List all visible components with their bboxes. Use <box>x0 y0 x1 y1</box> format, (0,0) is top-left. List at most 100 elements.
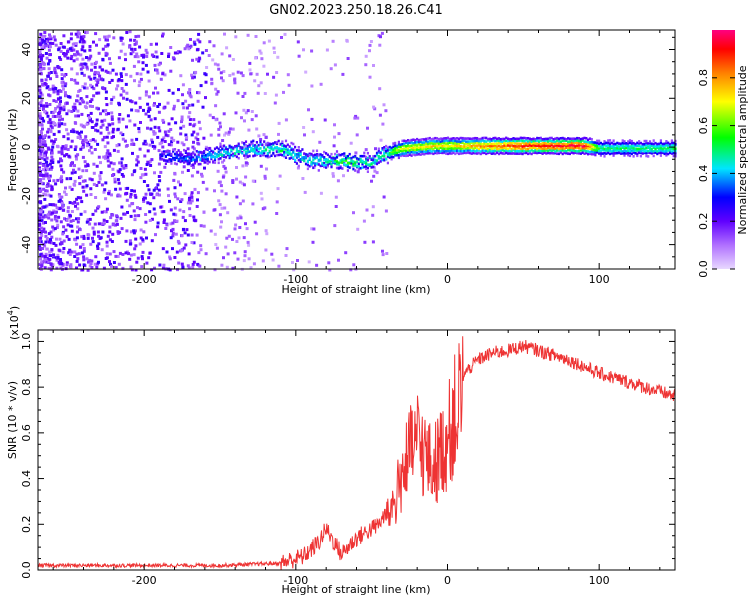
spectrogram-ridge-cell <box>525 139 528 142</box>
spectrogram-ridge-cell <box>588 137 592 140</box>
spectrogram-noise-cell <box>256 91 260 95</box>
spectrogram-ridge-cell <box>417 140 420 144</box>
spectrogram-ridge-cell <box>523 149 526 153</box>
spectrogram-ridge-cell <box>534 148 537 152</box>
spectrogram-noise-cell <box>66 148 70 151</box>
spectrogram-noise-cell <box>104 112 108 116</box>
spectrogram-noise-cell <box>196 132 200 136</box>
spectrogram-noise-cell <box>189 201 193 205</box>
spectrogram-ridge-cell <box>532 146 535 149</box>
spectrogram-ridge-cell <box>503 139 506 142</box>
spectrogram-ridge-cell <box>168 160 171 163</box>
spectrogram-noise-cell <box>227 130 231 134</box>
spectrogram-ridge-cell <box>545 137 548 141</box>
spectrogram-ridge-cell <box>585 142 588 146</box>
spectrogram-noise-cell <box>81 185 85 189</box>
spectrogram-noise-cell <box>108 152 112 156</box>
spectrogram-noise-cell <box>134 101 138 105</box>
spectrogram-ridge-cell <box>275 142 278 146</box>
y-tick-label: 1.0 <box>20 333 33 351</box>
spectrogram-noise-cell <box>114 72 118 76</box>
spectrogram-ridge-cell <box>465 140 468 143</box>
spectrogram-noise-cell <box>44 42 48 46</box>
x-tick-label: 100 <box>589 273 610 286</box>
spectrogram-noise-cell <box>76 35 80 39</box>
spectrogram-ridge-cell <box>206 159 209 162</box>
spectrogram-noise-cell <box>100 248 104 252</box>
spectrogram-noise-cell <box>251 202 255 206</box>
spectrogram-ridge-cell <box>594 146 597 149</box>
spectrogram-noise-cell <box>379 35 382 39</box>
spectrogram-ridge-cell <box>459 136 462 140</box>
spectrogram-noise-cell <box>86 114 90 118</box>
spectrogram-noise-cell <box>145 51 149 55</box>
spectrogram-ridge-cell <box>648 149 652 153</box>
spectrogram-ridge-cell <box>516 145 519 148</box>
spectrogram-ridge-cell <box>494 139 497 143</box>
spectrogram-noise-cell <box>133 214 137 218</box>
spectrogram-noise-cell <box>165 250 169 254</box>
spectrogram-noise-cell <box>106 35 109 39</box>
spectrogram-ridge-cell <box>403 152 406 155</box>
spectrogram-noise-cell <box>89 83 93 87</box>
spectrogram-ridge-cell <box>255 146 258 149</box>
spectrogram-noise-cell <box>146 160 150 164</box>
spectrogram-ridge-cell <box>441 151 444 155</box>
spectrogram-ridge-cell <box>547 144 550 148</box>
spectrogram-noise-cell <box>214 87 218 91</box>
spectrogram-ridge-cell <box>621 152 624 155</box>
spectrogram-noise-cell <box>203 160 207 164</box>
spectrogram-noise-cell <box>236 91 240 95</box>
spectrogram-ridge-cell <box>370 163 373 166</box>
spectrogram-ridge-cell <box>175 156 178 160</box>
spectrogram-noise-cell <box>79 67 83 71</box>
spectrogram-ridge-cell <box>477 149 480 152</box>
spectrogram-noise-cell <box>49 230 53 234</box>
spectrogram-ridge-cell <box>523 139 526 143</box>
spectrogram-noise-cell <box>334 205 338 208</box>
spectrogram-ridge-cell <box>565 144 568 148</box>
spectrogram-noise-cell <box>57 160 61 164</box>
spectrogram-noise-cell <box>117 181 121 185</box>
spectrogram-noise-cell <box>129 214 133 218</box>
spectrogram-ridge-cell <box>574 149 577 153</box>
spectrogram-ridge-cell <box>521 152 524 156</box>
spectrogram-ridge-cell <box>670 150 673 153</box>
spectrogram-noise-cell <box>172 212 176 216</box>
spectrogram-ridge-cell <box>477 137 480 141</box>
spectrogram-noise-cell <box>381 249 384 253</box>
spectrogram-ridge-cell <box>228 146 231 149</box>
spectrogram-ridge-cell <box>605 147 608 151</box>
spectrogram-noise-cell <box>171 247 174 251</box>
spectrogram-ridge-cell <box>514 142 517 145</box>
spectrogram-noise-cell <box>101 123 105 127</box>
spectrogram-noise-cell <box>58 194 62 198</box>
spectrogram-ridge-cell <box>234 145 237 148</box>
spectrogram-ridge-cell <box>554 151 557 155</box>
spectrogram-ridge-cell <box>439 137 442 140</box>
spectrogram-noise-cell <box>87 233 91 237</box>
spectrogram-ridge-cell <box>474 141 477 145</box>
spectrogram-noise-cell <box>135 52 139 56</box>
spectrogram-ridge-cell <box>583 147 586 150</box>
spectrogram-ridge-cell <box>372 158 375 162</box>
spectrogram-noise-cell <box>158 61 162 65</box>
spectrogram-noise-cell <box>47 266 51 270</box>
spectrogram-noise-cell <box>196 38 200 42</box>
spectrogram-ridge-cell <box>508 138 511 141</box>
spectrogram-ridge-cell <box>668 151 672 155</box>
spectrogram-noise-cell <box>116 127 120 131</box>
spectrogram-noise-cell <box>176 50 180 54</box>
spectrogram-ridge-cell <box>519 149 522 153</box>
spectrogram-noise-cell <box>86 164 90 168</box>
spectrogram-noise-cell <box>39 253 43 257</box>
spectrogram-noise-cell <box>161 34 164 38</box>
spectrogram-ridge-cell <box>594 149 597 152</box>
spectrogram-ridge-cell <box>414 151 417 154</box>
spectrogram-ridge-cell <box>257 152 260 156</box>
spectrogram-noise-cell <box>111 122 115 126</box>
spectrogram-noise-cell <box>38 173 42 177</box>
spectrogram-ridge-cell <box>201 154 204 158</box>
spectrogram-noise-cell <box>51 84 55 88</box>
spectrogram-noise-cell <box>77 167 81 171</box>
